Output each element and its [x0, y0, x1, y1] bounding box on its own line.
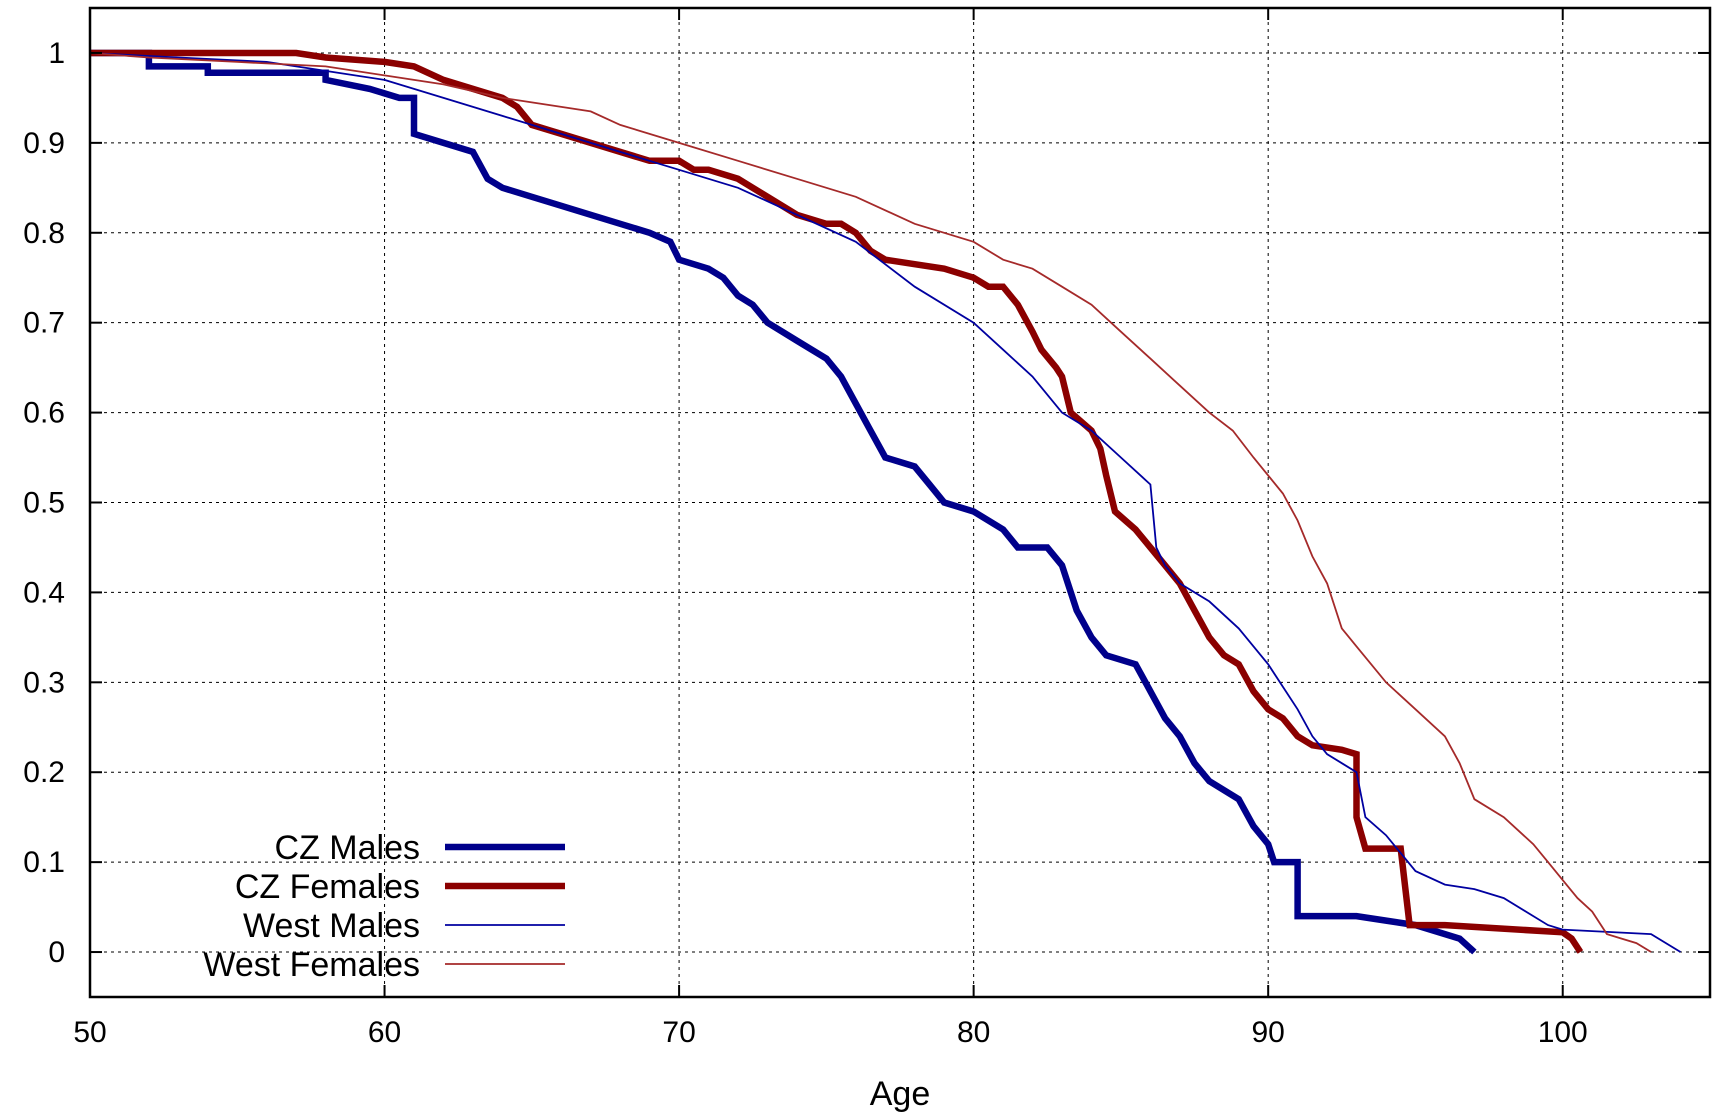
- y-tick-label: 0.6: [23, 397, 65, 430]
- x-tick-label: 60: [368, 1016, 401, 1049]
- y-tick-label: 0: [48, 936, 65, 969]
- legend-label-west-males: West Males: [243, 907, 420, 945]
- x-tick-label: 70: [662, 1016, 695, 1049]
- y-tick-label: 1: [48, 37, 65, 70]
- series-line-west-females: [89, 52, 1652, 953]
- y-tick-label: 0.3: [23, 666, 65, 699]
- y-tick-label: 0.1: [23, 846, 65, 879]
- series-line-cz-males: [90, 49, 1477, 955]
- x-tick-label: 80: [957, 1016, 990, 1049]
- y-tick-label: 0.9: [23, 127, 65, 160]
- x-axis-title: Age: [870, 1075, 931, 1113]
- y-tick-label: 0.8: [23, 217, 65, 250]
- tick-layer: 50 60 70 80 90 100 0 0.1 0.2 0.3 0.4 0.5 0.6 0.7 0.8 0.…: [23, 8, 1710, 1049]
- series-layer: [89, 49, 1681, 955]
- y-tick-label: 0.2: [23, 756, 65, 789]
- legend-label-cz-females: CZ Females: [235, 868, 420, 906]
- x-tick-label: 100: [1538, 1016, 1588, 1049]
- series-line-west-males: [89, 52, 1681, 953]
- x-tick-label: 90: [1251, 1016, 1284, 1049]
- legend-label-cz-males: CZ Males: [275, 829, 420, 867]
- x-tick-label: 50: [73, 1016, 106, 1049]
- y-tick-label: 0.5: [23, 487, 65, 520]
- y-tick-label: 0.7: [23, 307, 65, 340]
- y-tick-label: 0.4: [23, 576, 65, 609]
- legend-label-west-females: West Females: [203, 946, 420, 984]
